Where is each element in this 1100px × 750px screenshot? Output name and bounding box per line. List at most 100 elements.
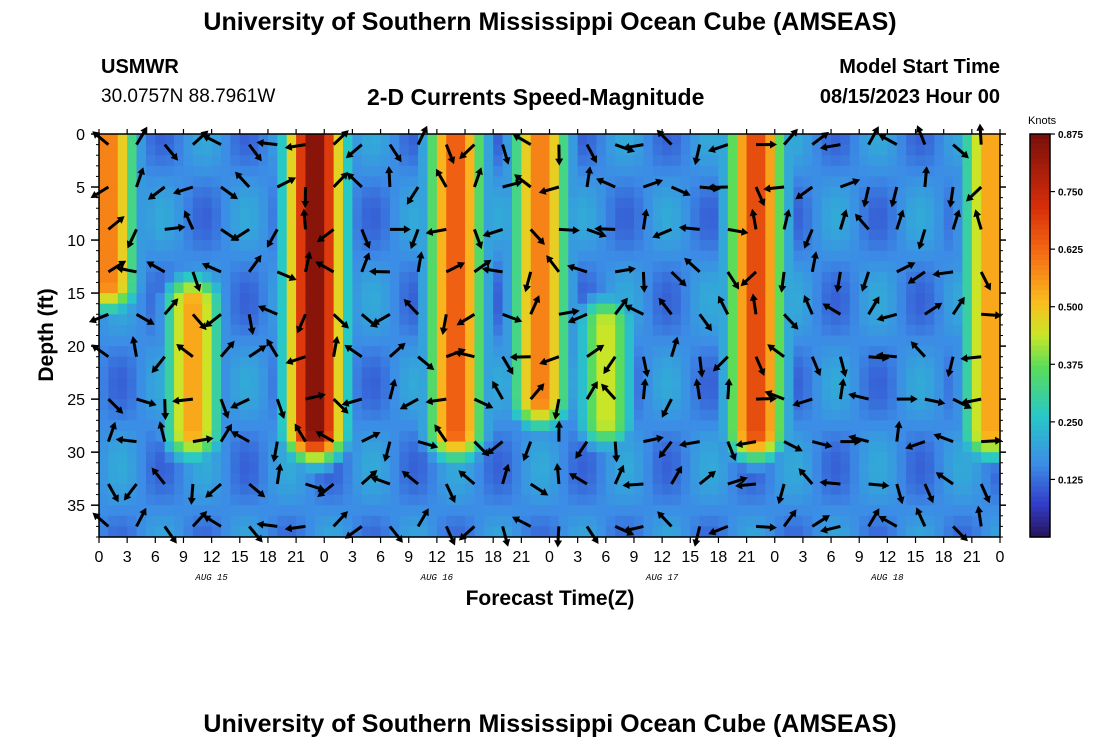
heatmap-cell — [558, 515, 569, 527]
heatmap-cell — [596, 409, 607, 421]
heatmap-cell — [643, 282, 654, 294]
heatmap-cell — [155, 388, 166, 400]
heatmap-cell — [446, 293, 457, 305]
heatmap-cell — [774, 324, 785, 337]
heatmap-cell — [953, 187, 964, 199]
heatmap-cell — [427, 377, 438, 390]
heatmap-cell — [877, 176, 888, 188]
heatmap-cell — [174, 335, 185, 347]
heatmap-cell — [558, 494, 569, 506]
heatmap-cell — [436, 240, 447, 252]
heatmap-cell — [117, 452, 128, 464]
heatmap-cell — [605, 526, 616, 538]
heatmap-cell — [906, 399, 917, 411]
heatmap-cell — [202, 346, 213, 358]
heatmap-cell — [587, 452, 598, 464]
heatmap-cell — [408, 176, 419, 188]
heatmap-cell — [296, 367, 307, 379]
heatmap-cell — [859, 187, 870, 199]
heatmap-cell — [802, 505, 813, 517]
heatmap-cell — [230, 282, 241, 294]
heatmap-cell — [709, 346, 720, 358]
heatmap-cell — [962, 462, 973, 474]
heatmap-cell — [962, 356, 973, 368]
heatmap-cell — [314, 494, 325, 506]
heatmap-cell — [174, 144, 185, 156]
heatmap-cell — [877, 144, 888, 156]
heatmap-cell — [793, 271, 804, 284]
vector-arrowhead — [657, 511, 665, 519]
heatmap-cell — [493, 271, 504, 284]
heatmap-cell — [887, 377, 898, 390]
vector-arrowhead — [425, 228, 434, 236]
heatmap-cell — [145, 208, 156, 220]
heatmap-cell — [211, 324, 222, 337]
heatmap-cell — [709, 271, 720, 284]
heatmap-cell — [652, 134, 663, 146]
heatmap-cell — [164, 324, 175, 337]
heatmap-cell — [117, 155, 128, 167]
heatmap-cell — [455, 409, 466, 421]
heatmap-cell — [971, 155, 982, 167]
vector-arrowhead — [206, 435, 214, 444]
heatmap-cell — [802, 420, 813, 432]
heatmap-cell — [343, 155, 354, 167]
vector-arrowhead — [485, 401, 494, 409]
heatmap-cell — [690, 430, 701, 443]
heatmap-cell — [615, 483, 626, 496]
heatmap-cell — [840, 473, 851, 485]
heatmap-cell — [296, 473, 307, 485]
heatmap-cell — [230, 261, 241, 273]
heatmap-cell — [183, 399, 194, 411]
heatmap-cell — [727, 356, 738, 368]
heatmap-cell — [324, 165, 335, 178]
heatmap-cell — [699, 303, 710, 315]
heatmap-cell — [127, 324, 138, 337]
heatmap-cell — [896, 187, 907, 199]
heatmap-cell — [915, 208, 926, 220]
heatmap-cell — [699, 155, 710, 167]
heatmap-cell — [249, 165, 260, 178]
colorbar-tick-label: 0.875 — [1058, 130, 1083, 141]
heatmap-cell — [943, 144, 954, 156]
heatmap-cell — [277, 250, 288, 262]
heatmap-cell — [343, 218, 354, 231]
x-axis-title: Forecast Time(Z) — [466, 587, 635, 610]
heatmap-cell — [343, 420, 354, 432]
heatmap-cell — [333, 144, 344, 156]
vector-arrowhead — [512, 134, 521, 142]
heatmap-cell — [690, 473, 701, 485]
heatmap-cell — [709, 293, 720, 305]
heatmap-cell — [511, 271, 522, 284]
heatmap-cell — [371, 293, 382, 305]
heatmap-cell — [164, 367, 175, 379]
heatmap-cell — [699, 218, 710, 231]
heatmap-cell — [540, 314, 551, 326]
heatmap-cell — [530, 261, 541, 273]
heatmap-cell — [859, 462, 870, 474]
heatmap-cell — [680, 144, 691, 156]
heatmap-cell — [962, 240, 973, 252]
heatmap-cell — [840, 346, 851, 358]
heatmap-cell — [577, 314, 588, 326]
heatmap-cell — [831, 462, 842, 474]
heatmap-cell — [868, 324, 879, 337]
heatmap-cell — [943, 250, 954, 262]
heatmap-cell — [615, 505, 626, 517]
heatmap-cell — [549, 399, 560, 411]
heatmap-cell — [427, 208, 438, 220]
heatmap-cell — [868, 261, 879, 273]
heatmap-cell — [399, 155, 410, 167]
heatmap-cell — [286, 208, 297, 220]
colorbar-segment — [1030, 295, 1050, 301]
heatmap-cell — [868, 187, 879, 199]
heatmap-cell — [117, 240, 128, 252]
heatmap-cell — [493, 208, 504, 220]
heatmap-cell — [934, 282, 945, 294]
heatmap-cell — [924, 293, 935, 305]
heatmap-cell — [812, 346, 823, 358]
heatmap-cell — [136, 187, 147, 199]
heatmap-cell — [145, 420, 156, 432]
heatmap-cell — [277, 441, 288, 453]
heatmap-cell — [530, 430, 541, 443]
